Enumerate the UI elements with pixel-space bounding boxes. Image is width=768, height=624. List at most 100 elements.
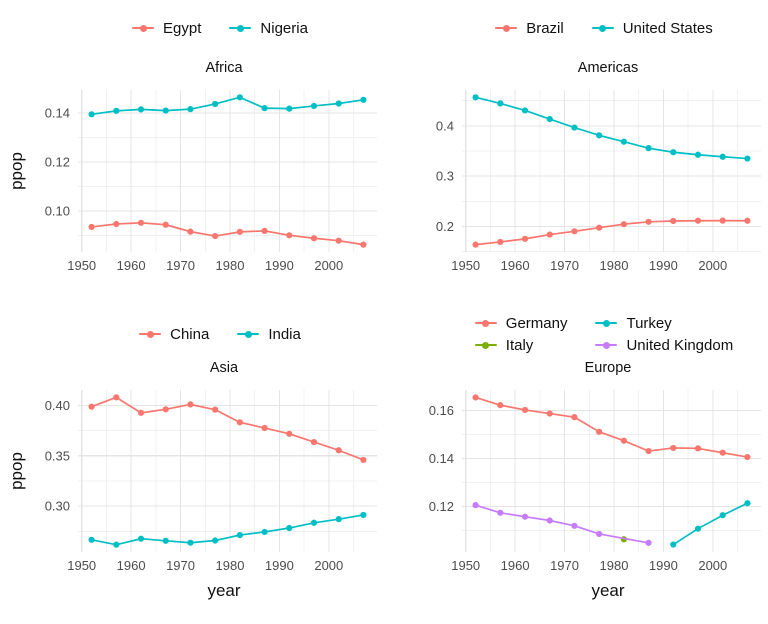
data-point (212, 537, 219, 544)
x-tick-label: 1970 (550, 258, 579, 273)
legend-africa: Egypt Nigeria (0, 0, 384, 56)
data-point (596, 132, 603, 139)
y-tick-label: 0.12 (429, 499, 454, 514)
x-axis-title-year: year (591, 581, 625, 600)
data-point (236, 228, 243, 235)
data-point (360, 241, 367, 248)
y-tick-label: 0.10 (45, 204, 70, 219)
data-point (521, 406, 529, 414)
data-point (670, 541, 677, 548)
x-tick-label: 1990 (649, 558, 678, 573)
data-point (719, 217, 726, 224)
grid-major (462, 390, 761, 552)
y-axis-tick-labels: 0.30 0.35 0.40 (45, 398, 70, 514)
x-axis-tick-labels: 1950 1960 1970 1980 1990 2000 (451, 258, 727, 273)
legend-key-dot (599, 24, 607, 32)
data-point (472, 502, 479, 509)
legend-key-icon (132, 24, 155, 33)
y-axis-tick-labels: 0.2 0.3 0.4 (436, 118, 454, 234)
series-united-kingdom (472, 502, 652, 546)
data-point (645, 539, 652, 546)
legend-label: United Kingdom (626, 336, 734, 354)
data-point (620, 221, 627, 228)
data-point (744, 453, 751, 461)
data-point (335, 516, 342, 523)
data-point (694, 525, 702, 532)
legend-key-icon (595, 341, 618, 350)
facet-asia: China India Asia ppop 1950 1960 1970 1980 199… (0, 312, 384, 624)
data-point (286, 430, 293, 437)
legend-key-icon (474, 319, 497, 328)
data-point (286, 524, 293, 532)
plotarea-americas: 1950 1960 1970 1980 1990 2000 0.2 0.3 0.4 (384, 80, 768, 280)
series-china (88, 394, 367, 464)
series-line-nigeria (90, 96, 365, 116)
data-point (162, 221, 169, 228)
data-point (310, 519, 318, 526)
legend-item-united-kingdom: United Kingdom (595, 338, 733, 353)
data-point (335, 100, 342, 107)
legend-key-dot (244, 330, 252, 338)
data-point (212, 406, 219, 413)
data-point (137, 409, 145, 416)
data-point (521, 513, 529, 520)
series-united-states (472, 94, 751, 162)
y-tick-label: 0.14 (429, 451, 454, 466)
grid-minor (462, 90, 761, 253)
plotarea-africa: ppop 1950 1960 1970 1980 1990 2000 0.10 0.12 0.1… (0, 80, 384, 280)
data-point (694, 445, 702, 452)
data-point (162, 107, 169, 114)
legend-item-turkey: Turkey (595, 316, 733, 331)
series-line-egypt (90, 221, 365, 246)
legend-key-dot (602, 341, 610, 349)
legend-item-brazil: Brazil (495, 21, 564, 36)
x-tick-label: 1960 (117, 558, 146, 573)
x-tick-label: 2000 (314, 558, 343, 573)
plot-panel-asia: 1950 1960 1970 1980 1990 2000 0.30 0.35 0.40 (45, 390, 377, 573)
y-tick-label: 0.12 (45, 154, 70, 169)
data-point (546, 410, 553, 417)
facet-americas: Brazil United States Americas 1950 1960 197… (384, 0, 768, 312)
y-tick-label: 0.14 (45, 105, 70, 120)
data-point (286, 232, 293, 239)
legend-item-united-states: United States (591, 19, 713, 37)
data-point (335, 237, 342, 244)
data-point (310, 102, 318, 110)
facet-title-americas: Americas (577, 60, 639, 76)
legend-label: United States (622, 19, 713, 37)
data-point (670, 217, 677, 225)
legend-item-china: China (139, 327, 209, 342)
y-tick-label: 0.3 (436, 169, 454, 184)
series-turkey (670, 500, 751, 548)
series-germany (472, 394, 751, 461)
legend-key-dot (236, 24, 244, 32)
data-point (620, 437, 627, 444)
data-point (694, 217, 702, 224)
legend-label: Italy (505, 336, 534, 354)
facet-title-europe: Europe (584, 360, 632, 376)
data-point (286, 105, 293, 112)
x-tick-label: 1980 (600, 258, 629, 273)
y-tick-label: 0.16 (429, 403, 454, 418)
data-point (497, 509, 504, 516)
series-line-india (90, 514, 365, 546)
legend-item-nigeria: Nigeria (229, 21, 308, 36)
data-point (310, 235, 318, 242)
series-nigeria (88, 94, 367, 118)
x-tick-label: 1960 (501, 558, 530, 573)
data-point (744, 217, 751, 224)
legend-label: China (170, 325, 210, 343)
legend-key-icon (139, 330, 162, 339)
facet-title-africa: Africa (205, 60, 243, 76)
data-point (162, 537, 169, 544)
x-tick-label: 1960 (117, 258, 146, 273)
data-point (261, 424, 268, 432)
data-point (187, 539, 194, 546)
data-point (261, 528, 268, 536)
x-tick-label: 1950 (67, 258, 96, 273)
x-axis-tick-labels: 1950 1960 1970 1980 1990 2000 (67, 258, 343, 273)
data-point (360, 456, 367, 464)
data-point (236, 419, 243, 426)
data-point (187, 106, 194, 113)
